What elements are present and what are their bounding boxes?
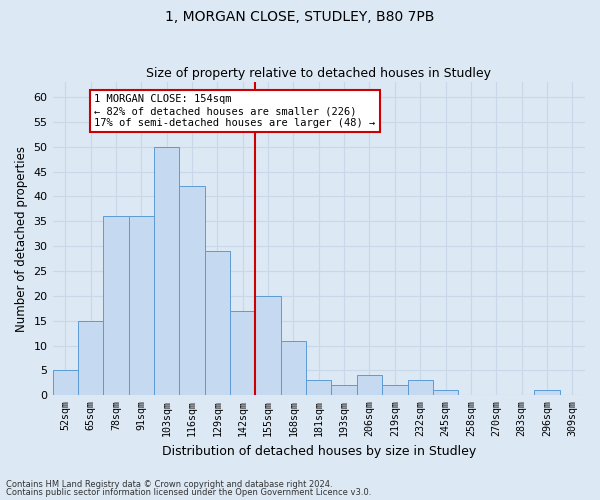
Bar (103, 216, 128, 396)
Text: 1, MORGAN CLOSE, STUDLEY, B80 7PB: 1, MORGAN CLOSE, STUDLEY, B80 7PB (166, 10, 434, 24)
Bar (154, 146, 179, 396)
Title: Size of property relative to detached houses in Studley: Size of property relative to detached ho… (146, 66, 491, 80)
Text: 1 MORGAN CLOSE: 154sqm
← 82% of detached houses are smaller (226)
17% of semi-de: 1 MORGAN CLOSE: 154sqm ← 82% of detached… (94, 94, 376, 128)
Bar (179, 186, 205, 396)
Bar (433, 390, 458, 396)
Bar (281, 340, 306, 396)
Text: Contains public sector information licensed under the Open Government Licence v3: Contains public sector information licen… (6, 488, 371, 497)
Bar (230, 311, 256, 396)
Bar (357, 376, 382, 396)
Bar (331, 386, 357, 396)
Text: Contains HM Land Registry data © Crown copyright and database right 2024.: Contains HM Land Registry data © Crown c… (6, 480, 332, 489)
Bar (407, 380, 433, 396)
Y-axis label: Number of detached properties: Number of detached properties (15, 146, 28, 332)
Bar (128, 216, 154, 396)
Bar (306, 380, 331, 396)
Bar (534, 390, 560, 396)
X-axis label: Distribution of detached houses by size in Studley: Distribution of detached houses by size … (161, 444, 476, 458)
Bar (382, 386, 407, 396)
Bar (78, 320, 103, 396)
Bar (53, 370, 78, 396)
Bar (205, 251, 230, 396)
Bar (256, 296, 281, 396)
